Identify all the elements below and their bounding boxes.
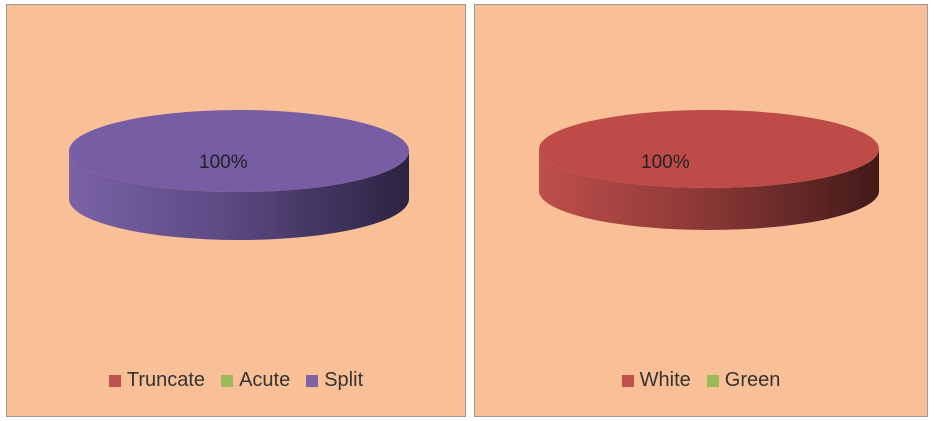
legend-item-split: Split [306,369,363,392]
chart-panel-right: 100% White Green [474,4,928,417]
legend-item-white: White [621,369,691,392]
legend-item-acute: Acute [221,369,290,392]
legend-item-green: Green [706,369,781,392]
data-label-white: 100% [641,152,690,173]
legend-left: Truncate Acute Split [7,369,465,392]
legend-label-acute: Acute [239,369,291,391]
pie-chart-right: 100% [539,110,879,230]
pie-chart-left: 100% [69,110,409,240]
legend-item-truncate: Truncate [108,369,206,392]
legend-swatch-green [706,374,719,387]
legend-label-green: Green [724,369,781,391]
legend-swatch-truncate [108,374,121,387]
data-label-split: 100% [199,152,248,173]
legend-label-split: Split [324,369,364,391]
legend-label-white: White [639,369,691,391]
legend-swatch-acute [221,374,234,387]
legend-swatch-white [621,374,634,387]
pie-slice-white [539,110,879,188]
pie-side-split [69,151,409,240]
pie-side-white [539,149,879,230]
legend-swatch-split [306,374,319,387]
chart-panel-left: 100% Truncate Acute Split [6,4,466,417]
pie-slice-split [69,110,409,192]
legend-label-truncate: Truncate [126,369,206,391]
legend-right: White Green [475,369,927,392]
